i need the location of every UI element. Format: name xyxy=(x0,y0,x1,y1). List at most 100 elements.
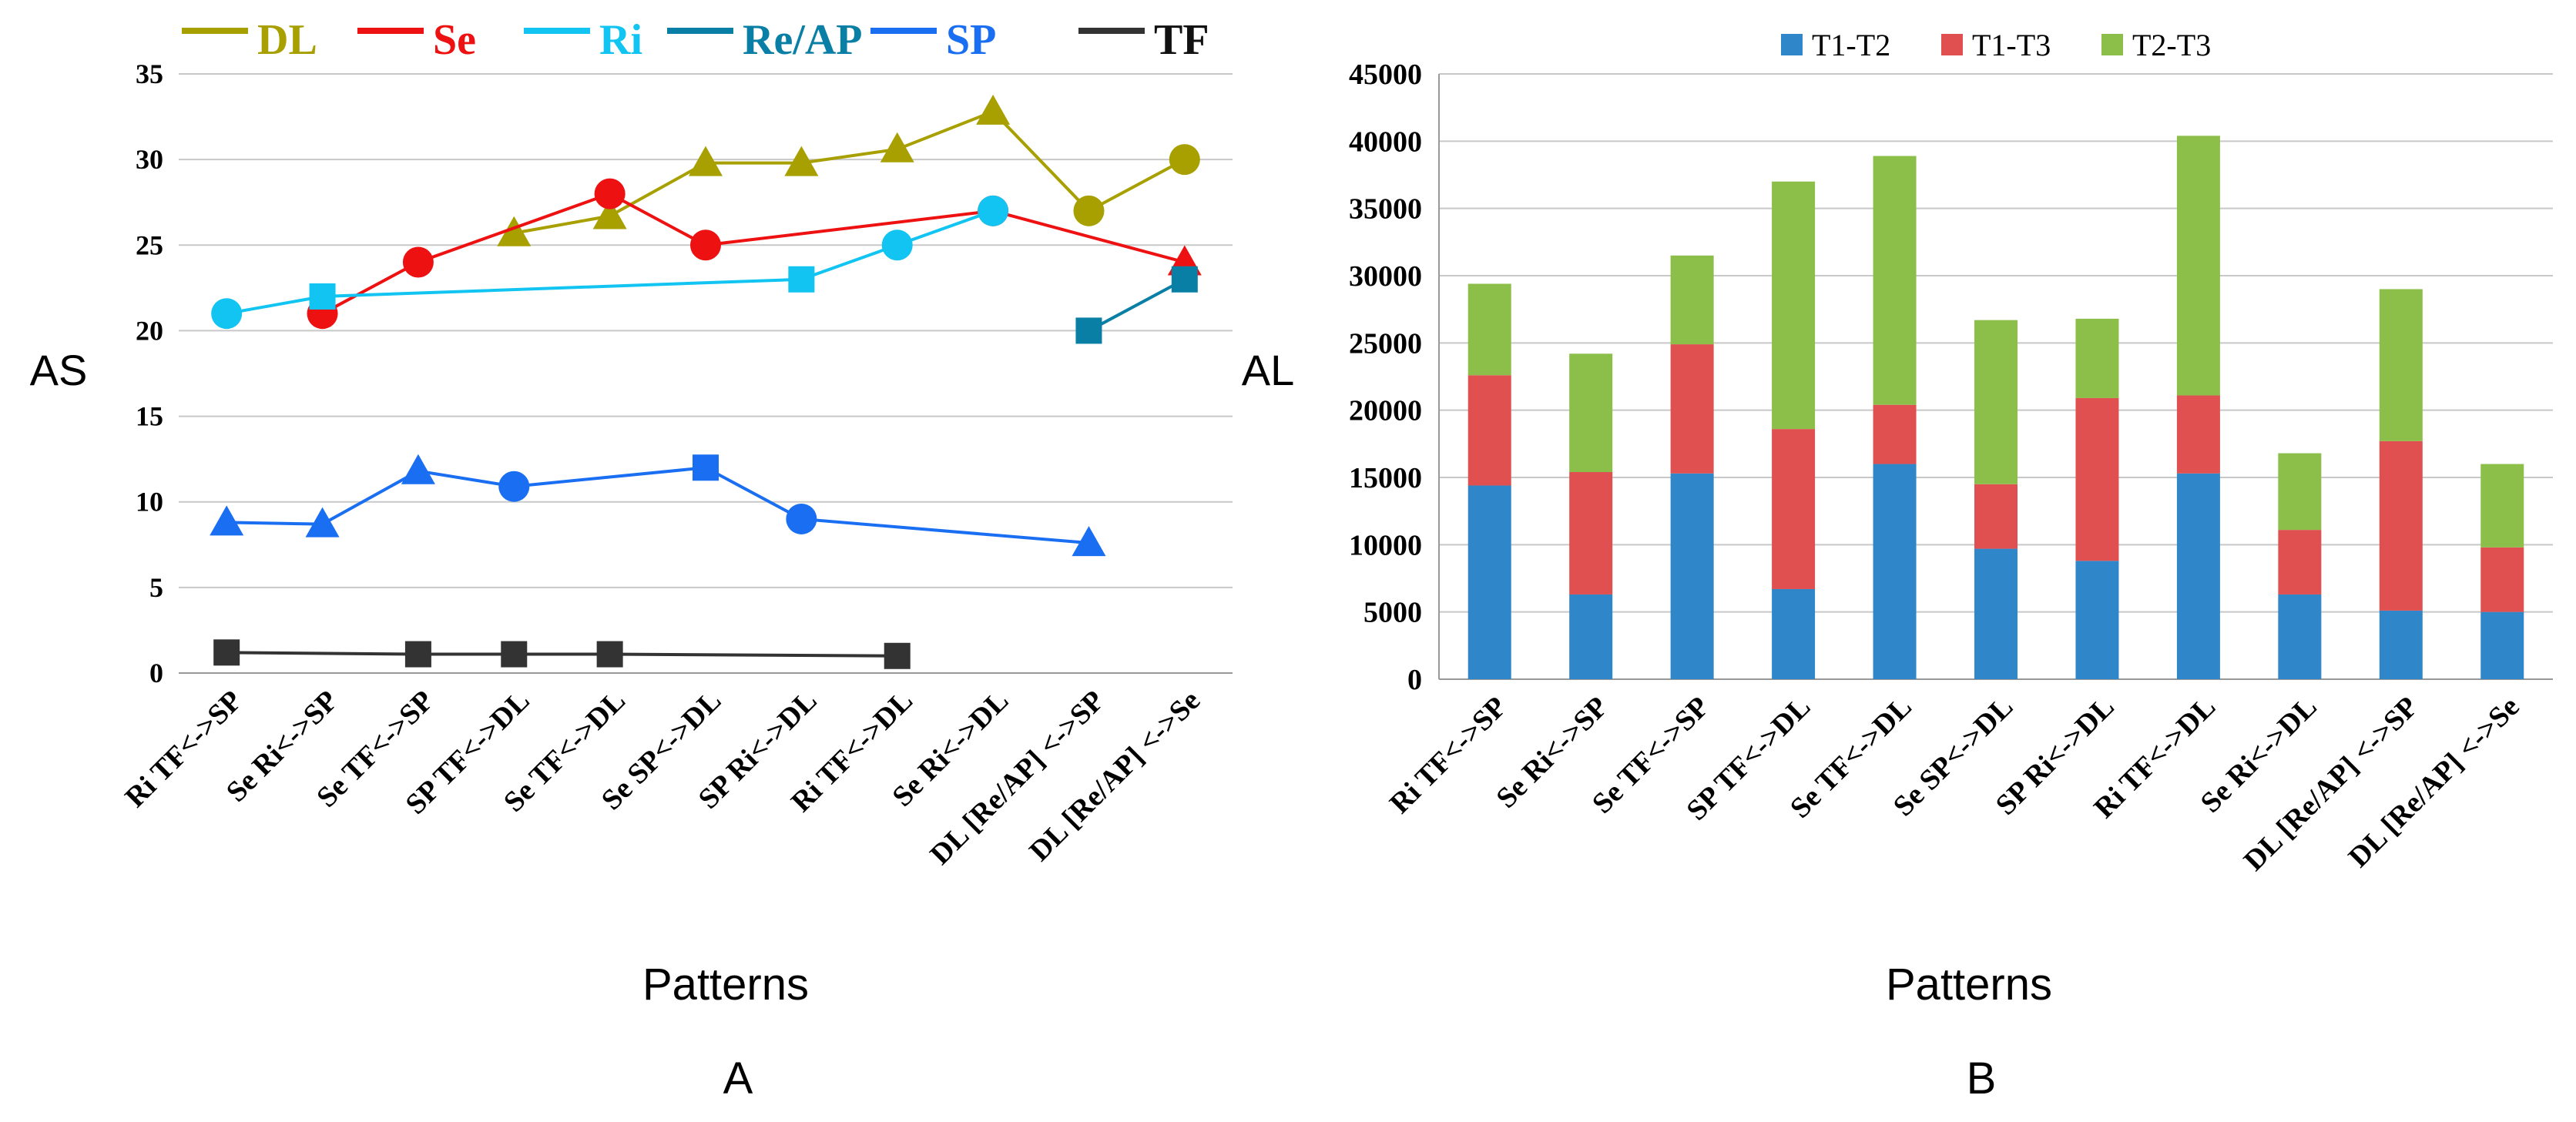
y-tick-b-25000: 25000 xyxy=(1349,327,1422,360)
y-tick-a-20: 20 xyxy=(136,315,163,346)
series-line-sp xyxy=(226,466,1089,545)
marker-ri-1 xyxy=(309,283,336,310)
series-dl xyxy=(497,94,1200,246)
marker-tf-0 xyxy=(213,639,240,666)
panel-b-label: B xyxy=(1967,1053,1997,1104)
marker-ri-8 xyxy=(978,195,1009,226)
panel-a-y-axis-label: AS xyxy=(30,346,88,394)
bar-t1-t2-8 xyxy=(2278,594,2322,679)
bar-t1-t2-2 xyxy=(1670,473,1714,679)
marker-tf-3 xyxy=(501,641,528,668)
bar-t1-t2-7 xyxy=(2176,473,2220,679)
bar-t1-t3-2 xyxy=(1670,344,1714,474)
y-tick-b-30000: 30000 xyxy=(1349,260,1422,293)
y-tick-b-0: 0 xyxy=(1407,664,1422,696)
marker-se-5 xyxy=(690,229,721,261)
y-tick-b-5000: 5000 xyxy=(1363,597,1422,629)
marker-sp-2 xyxy=(401,454,435,484)
marker-dl-9 xyxy=(1073,195,1105,226)
marker-dl-5 xyxy=(689,146,723,176)
x-tick-a-dl-re-ap-sp: DL [Re/AP] <->SP xyxy=(924,685,1110,871)
bar-t1-t3-3 xyxy=(1772,429,1816,589)
marker-dl-10 xyxy=(1169,144,1200,176)
marker-ri-7 xyxy=(881,229,913,261)
panel-a-x-axis-label: Patterns xyxy=(642,960,809,1010)
x-tick-b-ri-tf-sp: Ri TF<->SP xyxy=(1384,691,1513,820)
y-tick-b-40000: 40000 xyxy=(1349,126,1422,158)
marker-dl-3 xyxy=(497,216,532,246)
bar-t1-t3-1 xyxy=(1569,472,1613,594)
panel-b-stacked-bar-chart: 0 5000 10000 15000 20000 25000 30000 35000 40000… xyxy=(1242,28,2553,1104)
panel-b-y-tick-labels: 0 5000 10000 15000 20000 25000 30000 35000 40000… xyxy=(1349,59,1422,696)
legend-swatch-t1-t2 xyxy=(1781,34,1803,55)
series-se xyxy=(307,178,1202,330)
legend-swatch-t1-t3 xyxy=(1941,34,1963,55)
series-line-dl xyxy=(513,109,1186,235)
legend-label-sp: SP xyxy=(946,16,996,64)
panel-a-legend: DL Se Ri Re/AP SP TF xyxy=(182,16,1209,64)
marker-tf-2 xyxy=(404,641,431,668)
bar-t1-t2-9 xyxy=(2379,610,2423,679)
bar-t1-t3-9 xyxy=(2379,440,2423,611)
panel-b-x-axis-label: Patterns xyxy=(1886,960,2052,1010)
bar-t1-t3-5 xyxy=(1974,484,2018,549)
bar-t1-t2-1 xyxy=(1569,594,1613,679)
bar-t2-t3-1 xyxy=(1569,353,1613,473)
marker-tf-7 xyxy=(884,642,911,669)
legend-label-tf: TF xyxy=(1154,16,1209,64)
bar-t1-t2-10 xyxy=(2480,611,2524,679)
marker-se-4 xyxy=(594,178,626,209)
marker-dl-7 xyxy=(880,132,914,162)
legend-swatch-t2-t3 xyxy=(2101,34,2123,55)
marker-sp-5 xyxy=(693,454,719,481)
y-tick-a-15: 15 xyxy=(136,401,163,432)
y-tick-b-20000: 20000 xyxy=(1349,395,1422,427)
y-tick-b-15000: 15000 xyxy=(1349,462,1422,494)
bar-t2-t3-6 xyxy=(2075,318,2119,398)
bar-t1-t3-10 xyxy=(2480,547,2524,612)
panel-b-legend: T1-T2 T1-T3 T2-T3 xyxy=(1781,28,2211,62)
bar-t1-t3-4 xyxy=(1873,404,1917,464)
marker-ri-6 xyxy=(788,266,815,293)
x-tick-b-dl-re-ap-se: DL [Re/AP] <->Se xyxy=(2343,691,2526,874)
panel-b-bars xyxy=(1467,136,2524,679)
series-re-ap xyxy=(1075,266,1198,344)
y-tick-a-0: 0 xyxy=(149,658,163,688)
legend-label-re-ap: Re/AP xyxy=(743,16,863,64)
panel-b-y-axis-label: AL xyxy=(1242,346,1295,394)
bar-t1-t2-5 xyxy=(1974,548,2018,679)
legend-label-ri: Ri xyxy=(599,16,642,64)
marker-sp-1 xyxy=(305,507,340,538)
marker-dl-4 xyxy=(592,199,627,229)
marker-re-ap-10 xyxy=(1171,266,1198,293)
y-tick-a-35: 35 xyxy=(136,59,163,89)
legend-label-t1-t2: T1-T2 xyxy=(1812,28,1890,62)
marker-sp-0 xyxy=(210,505,244,536)
bar-t1-t2-6 xyxy=(2075,561,2119,679)
marker-sp-9 xyxy=(1072,526,1106,557)
series-sp xyxy=(210,454,1106,557)
bar-t2-t3-8 xyxy=(2278,453,2322,531)
bar-t2-t3-7 xyxy=(2176,136,2220,396)
panel-a-series xyxy=(210,94,1202,669)
bar-t2-t3-5 xyxy=(1974,320,2018,484)
panel-a-y-tick-labels: 0 5 10 15 20 25 30 35 xyxy=(136,59,163,688)
marker-dl-6 xyxy=(784,146,819,176)
legend-label-se: Se xyxy=(433,16,476,64)
marker-se-2 xyxy=(402,246,434,278)
y-tick-b-35000: 35000 xyxy=(1349,193,1422,226)
bar-t2-t3-2 xyxy=(1670,255,1714,345)
legend-label-t2-t3: T2-T3 xyxy=(2132,28,2211,62)
marker-tf-4 xyxy=(596,641,623,668)
bar-t2-t3-9 xyxy=(2379,289,2423,441)
y-tick-a-30: 30 xyxy=(136,144,163,175)
x-tick-a-dl-re-ap-se: DL [Re/AP] <->Se xyxy=(1023,685,1206,868)
y-tick-b-10000: 10000 xyxy=(1349,529,1422,561)
bar-t1-t3-6 xyxy=(2075,397,2119,561)
y-tick-b-45000: 45000 xyxy=(1349,59,1422,91)
bar-t2-t3-10 xyxy=(2480,464,2524,548)
series-ri xyxy=(211,195,1009,330)
